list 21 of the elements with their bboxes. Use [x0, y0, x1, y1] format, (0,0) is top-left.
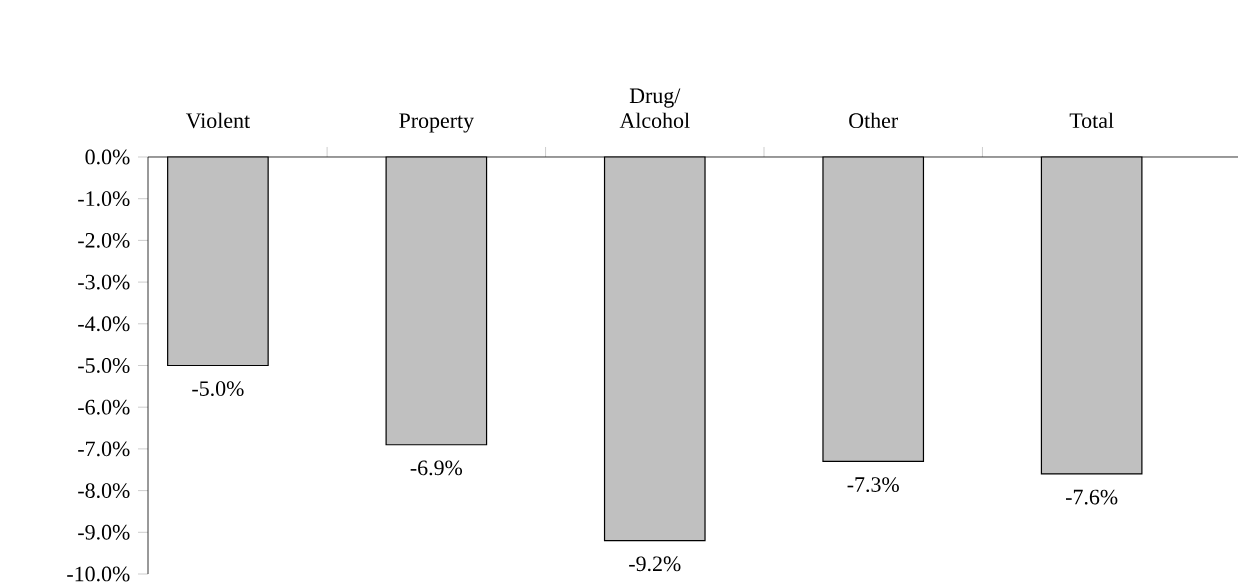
y-tick-label: -10.0% [67, 566, 130, 582]
x-tick-label: Other [849, 112, 898, 129]
y-tick-label: -6.0% [78, 399, 130, 415]
y-tick-label: -4.0% [78, 316, 130, 332]
y-tick-label: 0.0% [85, 149, 130, 165]
data-label: -5.0% [192, 381, 244, 397]
x-tick-label: Total [1069, 112, 1114, 129]
y-tick-label: -9.0% [78, 524, 130, 540]
data-label: -7.3% [847, 477, 899, 492]
y-tick-label: -3.0% [78, 274, 130, 290]
data-label: -6.9% [410, 460, 463, 476]
y-tick-label: -5.0% [78, 358, 130, 373]
data-label: -9.2% [629, 556, 681, 572]
x-tick-label: Drug/Alcohol [619, 88, 690, 129]
y-tick-label: -2.0% [78, 232, 130, 248]
data-label: -7.6% [1065, 489, 1118, 505]
y-tick-label: -7.0% [78, 441, 130, 457]
x-tick-label: Property [399, 113, 474, 133]
x-tick-label: Violent [185, 112, 250, 129]
y-tick-label: -8.0% [78, 483, 130, 499]
y-tick-label: -1.0% [78, 191, 130, 207]
